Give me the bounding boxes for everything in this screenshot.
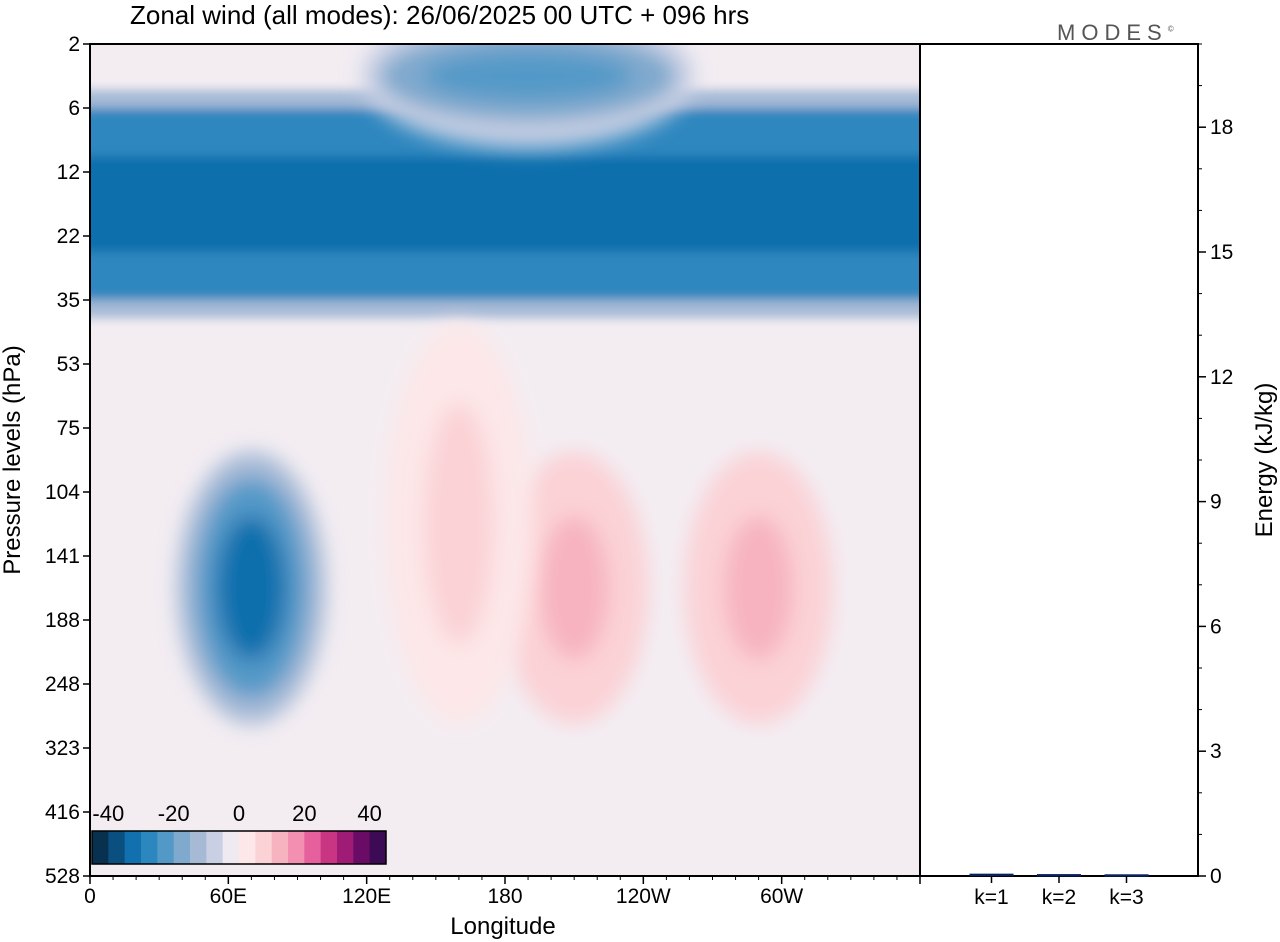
x-tick-label: 60W [760,885,803,908]
y-tick-label: 35 [57,289,80,312]
x-tick-label: 120E [342,885,391,908]
y-tick-label: 53 [57,353,80,376]
wind-core-inner [424,404,494,644]
colorbar-swatch [124,831,142,864]
x-axis: 0 60E 120E 180 120W 60W [84,876,921,908]
colorbar-swatch [206,831,224,864]
energy-axis-title: Energy (kJ/kg) [1251,383,1278,538]
y-tick-label: 6 [68,97,80,120]
wind-core [177,452,326,724]
energy-bar [969,873,1014,877]
colorbar-swatch [108,831,126,864]
x-tick-label: 120W [616,885,671,908]
colorbar-swatch [369,831,387,864]
wind-band-core [90,156,920,252]
colorbar-swatch [92,831,109,864]
y-tick-label: 12 [57,161,80,184]
x-tick-label: 0 [84,885,96,908]
x-tick-label: 180 [487,885,522,908]
y-tick-label: 528 [45,865,80,888]
chart-title: Zonal wind (all modes): 26/06/2025 00 UT… [130,0,750,30]
wind-core [361,44,695,148]
colorbar-label: -40 [92,801,124,826]
energy-frame [919,43,1199,877]
energy-bar [1037,874,1081,877]
x-tick-label: 60E [210,885,247,908]
colorbar-swatch [157,831,175,864]
energy-tick-label: 12 [1210,366,1233,389]
y-axis: 2 6 12 22 35 53 75 104 141 188 248 323 416 528 [45,33,90,888]
energy-tick-label: 6 [1210,615,1222,638]
colorbar-swatch [239,831,256,864]
energy-tick-label: 18 [1210,116,1233,139]
wind-core [500,452,649,724]
colorbar-label: 40 [357,801,381,826]
colorbar-frame [91,830,387,865]
y-tick-label: 2 [68,33,80,56]
wind-core [384,324,533,724]
energy-panel: k=1 k=2 k=3 0 3 6 9 12 15 18 Energy (kJ/kg) [919,43,1278,909]
colorbar-swatch [271,831,289,864]
y-tick-label: 416 [45,801,80,824]
logo-text: MODES [1057,20,1168,45]
energy-category-label: k=3 [1109,886,1143,909]
energy-category-label: k=2 [1042,886,1076,909]
colorbar-swatch [353,831,371,864]
y-tick-label: 141 [45,545,80,568]
colorbar: -40 -20 0 20 40 [91,801,387,865]
energy-bar [1104,874,1149,877]
heatmap-panel [90,44,920,876]
colorbar-swatch [173,831,191,864]
modes-logo: MODES© [1057,20,1174,46]
copyright-mark: © [1167,24,1174,34]
y-tick-label: 104 [45,481,80,504]
colorbar-swatch [304,831,322,864]
energy-tick-label: 0 [1210,865,1222,888]
wind-core-inner [424,52,632,100]
y-axis-title: Pressure levels (hPa) [0,345,26,574]
energy-category-label: k=1 [974,886,1008,909]
y-tick-label: 22 [57,225,80,248]
colorbar-swatch [288,831,305,864]
colorbar-label: 0 [233,801,245,826]
wind-core-inner [724,516,794,660]
energy-tick-label: 9 [1210,491,1222,514]
colorbar-swatch [255,831,273,864]
colorbar-swatch [337,831,354,864]
colorbar-swatch [320,831,338,864]
y-tick-label: 75 [57,417,80,440]
wind-core [684,452,833,724]
colorbar-label: 20 [292,801,316,826]
colorbar-swatch [222,831,240,864]
x-axis-title: Longitude [450,913,555,940]
colorbar-swatch [141,831,158,864]
energy-tick-label: 15 [1210,241,1233,264]
colorbar-label: -20 [158,801,190,826]
wind-core-inner [216,516,286,660]
colorbar-swatch [190,831,207,864]
y-tick-label: 248 [45,673,80,696]
energy-tick-label: 3 [1210,740,1222,763]
y-tick-label: 323 [45,737,80,760]
y-tick-label: 188 [45,609,80,632]
wind-core-inner [539,516,609,660]
